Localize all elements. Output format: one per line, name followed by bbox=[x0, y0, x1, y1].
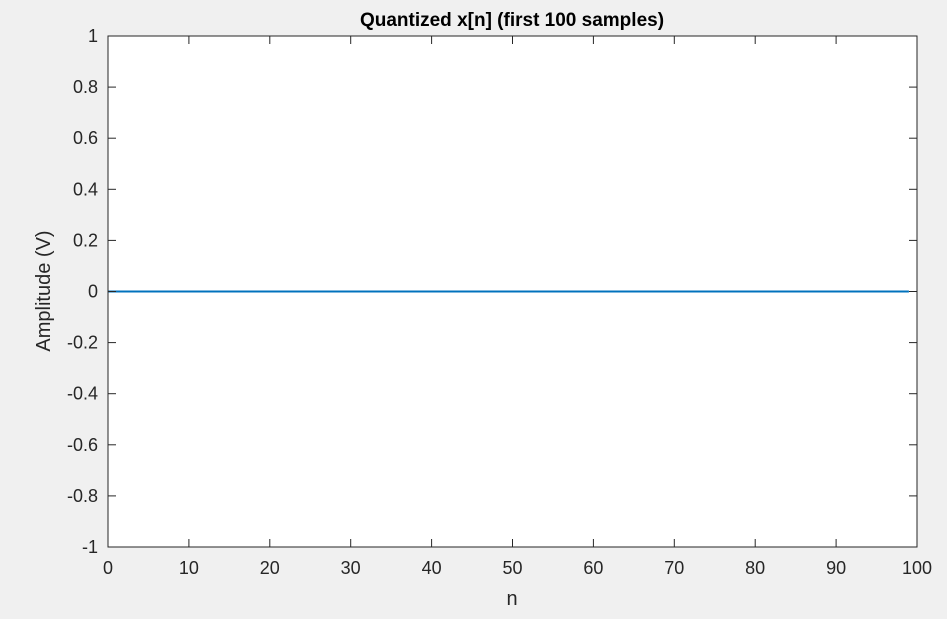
y-tick-label: -0.8 bbox=[67, 486, 98, 506]
chart-title: Quantized x[n] (first 100 samples) bbox=[360, 10, 664, 31]
x-tick-label: 20 bbox=[260, 558, 280, 578]
y-tick-label: 1 bbox=[88, 26, 98, 46]
x-tick-label: 10 bbox=[179, 558, 199, 578]
y-tick-label: 0.2 bbox=[73, 230, 98, 250]
y-tick-label: 0.6 bbox=[73, 128, 98, 148]
ticks-layer: 0 10 20 30 40 50 60 70 80 90 100-1-0.8-0.6-0.4-0.2… bbox=[67, 26, 932, 578]
x-tick-label: 90 bbox=[826, 558, 846, 578]
x-tick-label: 30 bbox=[341, 558, 361, 578]
x-tick-label: 80 bbox=[745, 558, 765, 578]
y-tick-label: 0.4 bbox=[73, 179, 98, 199]
y-tick-label: -0.6 bbox=[67, 435, 98, 455]
y-tick-label: -0.4 bbox=[67, 384, 98, 404]
y-tick-label: 0 bbox=[88, 282, 98, 302]
y-tick-label: -1 bbox=[82, 537, 98, 557]
x-tick-label: 70 bbox=[664, 558, 684, 578]
y-axis-label: Amplitude (V) bbox=[33, 230, 55, 351]
x-tick-label: 40 bbox=[422, 558, 442, 578]
x-axis-label: n bbox=[506, 588, 517, 610]
x-tick-label: 100 bbox=[902, 558, 932, 578]
x-tick-label: 0 bbox=[103, 558, 113, 578]
y-tick-label: 0.8 bbox=[73, 77, 98, 97]
y-tick-label: -0.2 bbox=[67, 333, 98, 353]
x-tick-label: 60 bbox=[583, 558, 603, 578]
x-tick-label: 50 bbox=[502, 558, 522, 578]
axes-box bbox=[107, 35, 918, 548]
